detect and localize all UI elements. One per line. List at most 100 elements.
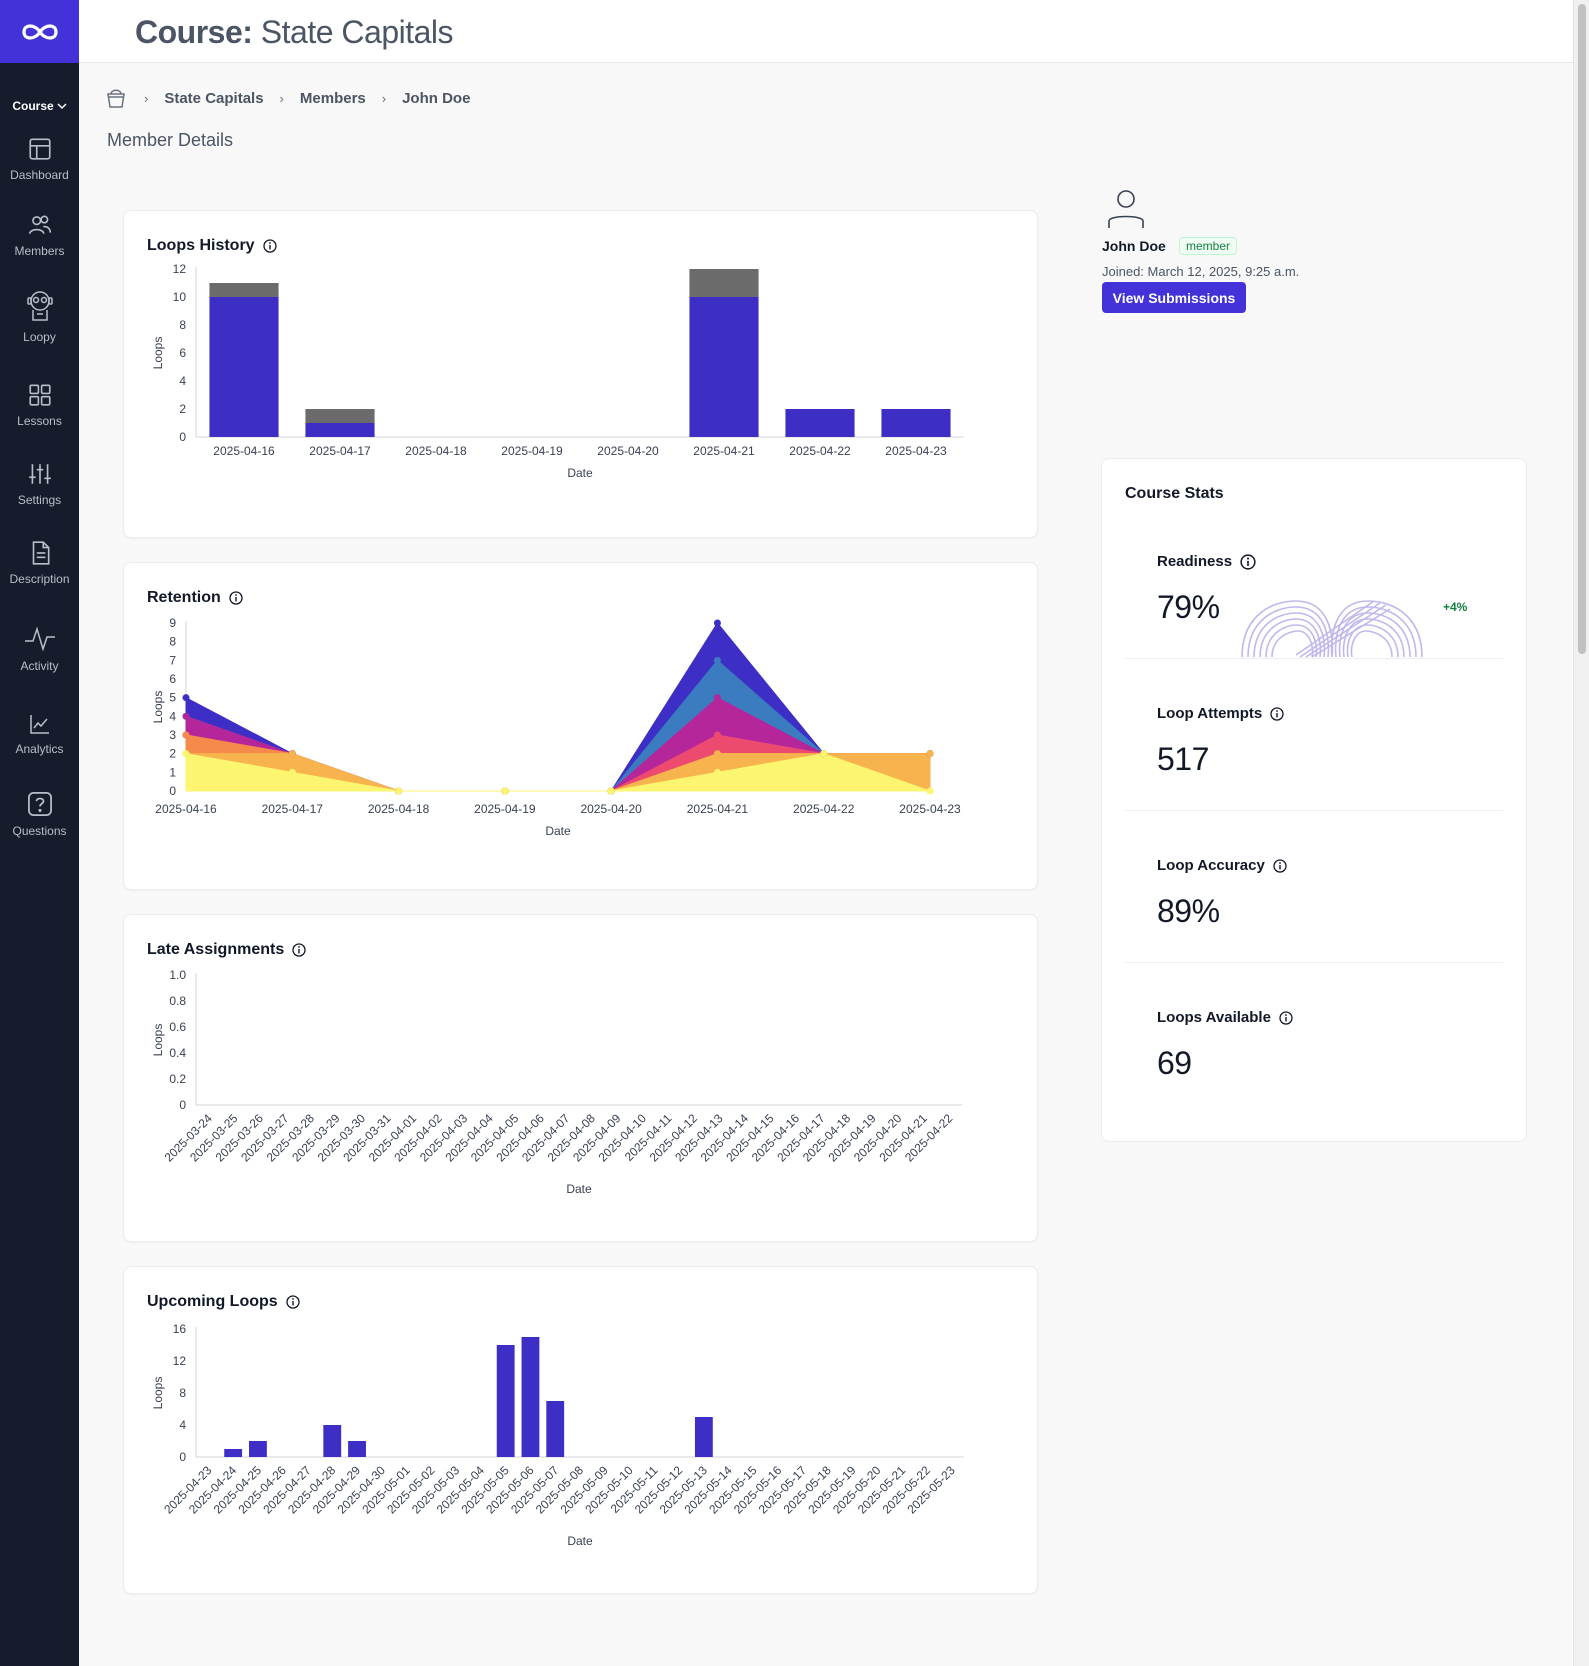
y-axis-label: Loops	[151, 691, 165, 724]
stat-loops-available: Loops Available 69	[1125, 963, 1503, 1115]
y-tick-label: 8	[179, 1386, 186, 1400]
card-title: Upcoming Loops	[147, 1293, 300, 1311]
info-icon[interactable]	[1273, 858, 1287, 873]
y-tick-label: 8	[179, 318, 186, 332]
x-tick-label: 2025-04-16	[155, 802, 217, 816]
card-title-text: Retention	[147, 589, 221, 606]
scrollbar-thumb[interactable]	[1578, 4, 1586, 654]
y-axis-label: Loops	[151, 1377, 165, 1410]
y-tick-label: 0	[169, 784, 176, 798]
sidebar-item-members[interactable]: Members	[0, 212, 79, 258]
bar	[881, 409, 951, 437]
title-prefix: Course:	[135, 14, 253, 50]
info-icon[interactable]	[1240, 553, 1256, 570]
y-tick-label: 1	[169, 765, 176, 779]
data-point	[820, 750, 828, 758]
sidebar-item-label: Loopy	[23, 330, 56, 344]
course-menu-toggle[interactable]: Course	[0, 99, 79, 113]
info-icon[interactable]	[286, 1295, 300, 1309]
stat-label-text: Readiness	[1157, 553, 1233, 570]
info-icon[interactable]	[229, 591, 243, 605]
card-title: Late Assignments	[147, 941, 306, 959]
bar	[785, 409, 855, 437]
section-title: Member Details	[107, 130, 234, 150]
course-stats-card: Course Stats Readiness 79% +4% Loop Atte…	[1101, 458, 1527, 1142]
y-tick-label: 12	[173, 262, 187, 276]
sidebar-item-label: Lessons	[17, 414, 62, 428]
x-tick-label: 2025-04-21	[693, 444, 755, 458]
stat-label-text: Loop Accuracy	[1157, 857, 1265, 874]
scrollbar[interactable]	[1573, 0, 1589, 1666]
bar	[323, 1425, 342, 1457]
y-tick-label: 0.4	[169, 1046, 186, 1060]
x-tick-label: 2025-04-22	[789, 444, 851, 458]
sidebar-item-activity[interactable]: Activity	[0, 625, 79, 673]
page-title: Course: State Capitals	[135, 14, 454, 51]
x-axis-label: Date	[545, 824, 571, 838]
chevron-right-icon: ›	[144, 90, 149, 106]
logo[interactable]	[0, 0, 79, 63]
sidebar-item-label: Activity	[20, 659, 59, 673]
bar	[521, 1337, 540, 1457]
card-title: Retention	[147, 589, 243, 607]
card-title-text: Loops History	[147, 237, 255, 254]
x-tick-label: 2025-04-20	[597, 444, 659, 458]
sidebar: Course Dashboard Members Loopy Lessons S…	[0, 0, 79, 1666]
view-submissions-button[interactable]: View Submissions	[1102, 282, 1246, 313]
x-tick-label: 2025-04-19	[474, 802, 536, 816]
y-tick-label: 1.0	[169, 968, 186, 982]
sidebar-item-label: Questions	[12, 824, 67, 838]
stat-label-text: Loop Attempts	[1157, 705, 1263, 722]
y-tick-label: 7	[169, 653, 176, 667]
layout-icon	[28, 138, 51, 160]
sidebar-item-label: Description	[9, 572, 70, 586]
sidebar-item-loopy[interactable]: Loopy	[0, 290, 79, 344]
x-tick-label: 2025-04-16	[213, 444, 275, 458]
y-tick-label: 6	[169, 672, 176, 686]
data-point	[288, 768, 296, 776]
y-tick-label: 0.8	[169, 994, 186, 1008]
loops-history-chart: 0 2 4 6 8 10 12 Loops Date 2025-04-16 2025-04-17 20…	[151, 262, 964, 480]
stat-label: Loop Accuracy	[1157, 857, 1287, 874]
stat-value: 517	[1157, 741, 1209, 777]
role-badge: member	[1179, 237, 1238, 255]
info-icon[interactable]	[1270, 706, 1284, 721]
info-icon[interactable]	[1279, 1010, 1293, 1025]
x-tick-label: 2025-04-21	[687, 802, 749, 816]
retention-chart: 0 1 2 3 4 5 6 7 8 9 Loops Date 2025-04-16 2025-04-17 2…	[151, 616, 961, 838]
y-tick-label: 6	[179, 346, 186, 360]
sidebar-item-analytics[interactable]: Analytics	[0, 712, 79, 756]
info-icon[interactable]	[292, 943, 306, 957]
breadcrumb-course[interactable]: State Capitals	[164, 89, 264, 107]
sidebar-item-questions[interactable]: Questions	[0, 790, 79, 838]
home-basket-icon[interactable]	[104, 86, 128, 110]
breadcrumb-members[interactable]: Members	[299, 89, 366, 107]
data-point	[182, 694, 190, 702]
info-icon[interactable]	[262, 239, 277, 253]
sidebar-item-description[interactable]: Description	[0, 540, 79, 586]
stat-delta: +4%	[1443, 600, 1468, 614]
data-point	[501, 787, 509, 795]
stat-label: Readiness	[1157, 553, 1256, 570]
topbar: Course: State Capitals	[79, 0, 1573, 63]
breadcrumb: › State Capitals › Members › John Doe	[104, 86, 470, 110]
y-tick-label: 3	[169, 728, 176, 742]
x-tick-label: 2025-04-19	[501, 444, 563, 458]
sidebar-item-lessons[interactable]: Lessons	[0, 382, 79, 428]
sidebar-item-label: Settings	[17, 493, 62, 507]
y-tick-label: 12	[173, 1354, 187, 1368]
stat-value: 69	[1157, 1045, 1192, 1081]
card-title: Loops History	[147, 237, 277, 255]
y-tick-label: 0.2	[169, 1072, 186, 1086]
data-point	[713, 750, 721, 758]
y-tick-label: 4	[179, 374, 186, 388]
joined-date: Joined: March 12, 2025, 9:25 a.m.	[1102, 264, 1300, 279]
sidebar-item-settings[interactable]: Settings	[0, 461, 79, 507]
loops-history-card: Loops History 0 2 4 6 8 10 12 Loops Date 2025-04-…	[123, 210, 1038, 538]
area-series	[185, 753, 931, 792]
user-name: John Doe	[1102, 238, 1166, 254]
sidebar-item-dashboard[interactable]: Dashboard	[0, 136, 79, 182]
breadcrumb-member[interactable]: John Doe	[402, 89, 471, 107]
late-assignments-card: Late Assignments 0 0.2 0.4 0.6 0.8 1.0 Loops Da…	[123, 914, 1038, 1242]
stat-label-text: Loops Available	[1157, 1009, 1271, 1026]
